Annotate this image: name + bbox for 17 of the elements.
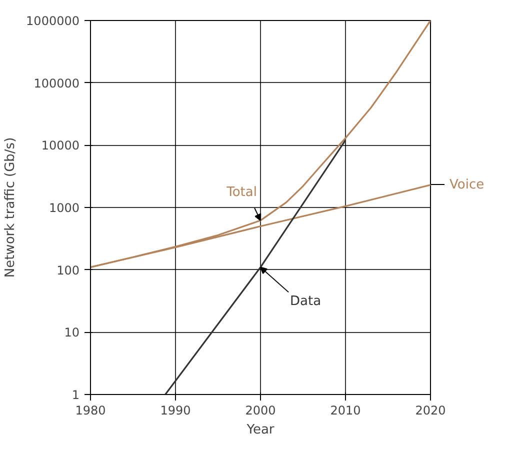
y-axis-title: Network traffic (Gb/s) xyxy=(3,137,18,278)
series-label: Total xyxy=(226,184,257,200)
x-tick-label: 2020 xyxy=(415,404,446,418)
y-tick-label: 100000 xyxy=(34,76,80,90)
text: Data xyxy=(290,294,322,310)
x-axis-title: Year xyxy=(246,422,275,438)
x-tick-label: 2010 xyxy=(330,404,361,418)
y-tick-label: 1 xyxy=(72,388,80,402)
series-label: Voice xyxy=(450,177,484,192)
x-tick-label: 2000 xyxy=(245,404,276,418)
y-tick-label: 1000 xyxy=(48,201,80,215)
y-tick-label: 100 xyxy=(56,263,80,278)
x-tick-label: 1990 xyxy=(160,404,191,418)
y-tick-label: 10 xyxy=(64,326,80,340)
x-tick-label: 1980 xyxy=(75,404,106,418)
y-tick-label: 1000000 xyxy=(26,14,80,28)
y-tick-label: 10000 xyxy=(41,138,80,153)
